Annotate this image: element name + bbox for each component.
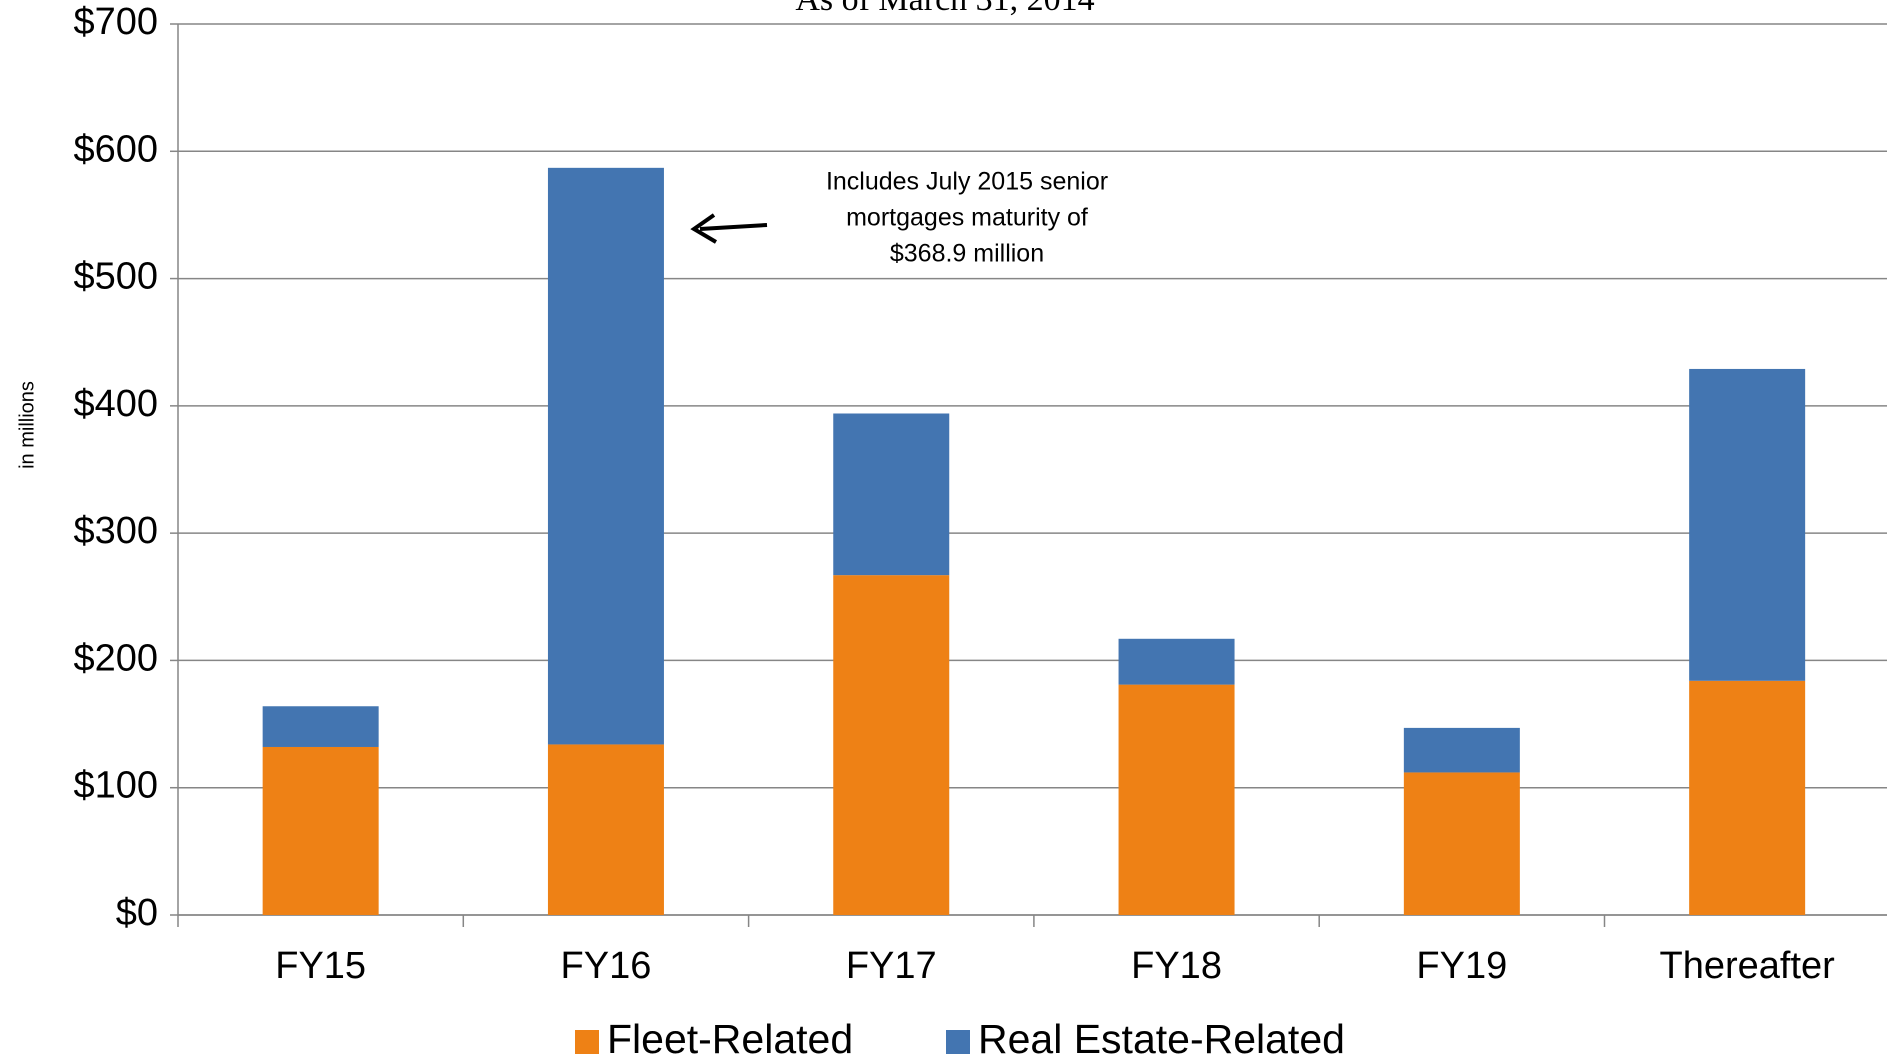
bar-segment bbox=[833, 575, 950, 915]
x-tick-label: FY16 bbox=[561, 945, 652, 987]
bar-segment bbox=[262, 746, 379, 915]
y-tick-label: $700 bbox=[73, 1, 158, 43]
y-tick-label: $200 bbox=[73, 637, 158, 679]
legend-swatch bbox=[575, 1030, 599, 1054]
y-tick-label: $0 bbox=[116, 892, 158, 934]
annotation-arrow bbox=[699, 223, 768, 231]
bar-segment bbox=[1403, 772, 1520, 915]
y-tick-label: $300 bbox=[73, 510, 158, 552]
x-tick-label: FY18 bbox=[1131, 945, 1222, 987]
x-tick-label: FY15 bbox=[275, 945, 366, 987]
annotation: Includes July 2015 senior bbox=[826, 168, 1108, 196]
bar-segment bbox=[547, 167, 664, 745]
bar-segment bbox=[1118, 638, 1235, 685]
legend-label: Real Estate-Related bbox=[978, 1016, 1345, 1062]
x-tick-label: FY19 bbox=[1416, 945, 1507, 987]
y-axis-label: in millions bbox=[16, 381, 38, 469]
bar-segment bbox=[1403, 727, 1520, 773]
bar-segment bbox=[1118, 684, 1235, 915]
legend-swatch bbox=[946, 1030, 970, 1054]
legend-label: Fleet-Related bbox=[607, 1016, 853, 1062]
bar-segment bbox=[1689, 680, 1806, 915]
bar-segment bbox=[547, 744, 664, 915]
bar-segment bbox=[262, 706, 379, 747]
y-tick-label: $100 bbox=[73, 765, 158, 807]
y-tick-label: $600 bbox=[73, 128, 158, 170]
y-tick-label: $500 bbox=[73, 256, 158, 298]
annotation: mortgages maturity of bbox=[846, 204, 1088, 232]
bar-segment bbox=[1689, 368, 1806, 681]
chart-subtitle: As of March 31, 2014 bbox=[795, 0, 1094, 18]
x-tick-label: Thereafter bbox=[1659, 945, 1835, 987]
y-tick-label: $400 bbox=[73, 383, 158, 425]
annotation: $368.9 million bbox=[890, 240, 1044, 268]
bar-segment bbox=[833, 413, 950, 576]
x-tick-label: FY17 bbox=[846, 945, 937, 987]
annotation-arrowhead bbox=[690, 213, 718, 244]
